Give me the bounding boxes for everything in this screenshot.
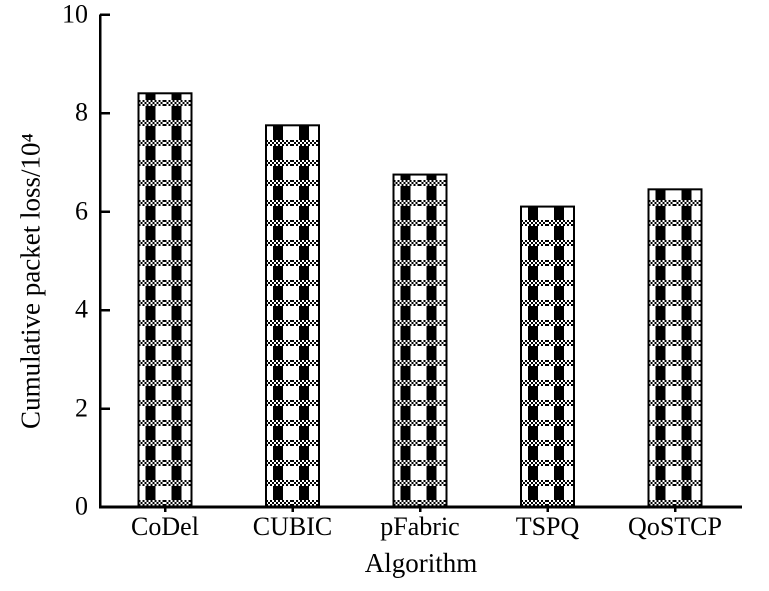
y-tick-label: 6 [75, 195, 88, 225]
axes-group [98, 13, 742, 512]
bar-TSPQ [520, 205, 575, 508]
x-category-label: CUBIC [252, 512, 333, 541]
x-axis-title: Algorithm [364, 548, 478, 578]
x-category-label: CoDel [131, 512, 199, 541]
bar-CUBIC [265, 124, 320, 508]
bars-group [137, 92, 703, 509]
y-tick-label: 2 [75, 392, 88, 422]
y-tick-label: 0 [75, 491, 88, 521]
y-tick-label: 4 [75, 294, 88, 324]
bar-CoDel [137, 92, 193, 509]
y-tick-label: 10 [62, 0, 88, 28]
x-category-label: TSPQ [515, 512, 580, 541]
x-category-label: pFabric [380, 512, 460, 541]
y-tick-label: 8 [75, 97, 88, 127]
y-axis-title: Cumulative packet loss/10⁴ [15, 133, 46, 429]
bar-QoSTCP [647, 188, 703, 508]
bar-pFabric [392, 173, 448, 508]
x-category-label: QoSTCP [628, 512, 722, 541]
